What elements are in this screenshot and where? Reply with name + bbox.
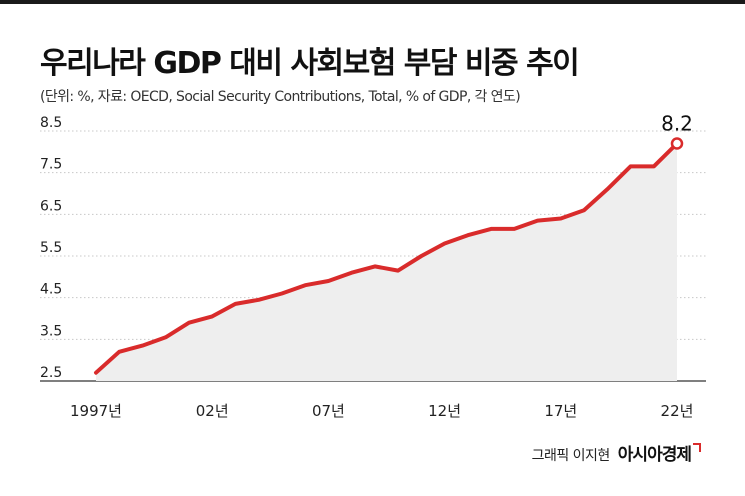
x-axis-ticks: 1997년 02년 07년 12년 17년 22년 <box>70 402 693 420</box>
brand-mark-icon <box>693 443 701 452</box>
graphic-author: 그래픽 이지현 <box>531 448 611 464</box>
area-fill <box>96 143 677 381</box>
y-tick-label: 3.5 <box>40 323 62 339</box>
y-tick-label: 4.5 <box>40 282 62 298</box>
x-tick-label: 07년 <box>312 402 345 420</box>
credit: 그래픽 이지현 아시아경제 <box>532 440 701 465</box>
x-tick-label: 12년 <box>428 402 461 420</box>
brand-logo: 아시아경제 <box>617 445 692 465</box>
y-tick-label: 2.5 <box>40 365 62 381</box>
x-tick-label: 1997년 <box>70 402 122 420</box>
x-tick-label: 17년 <box>544 402 577 420</box>
y-tick-label: 5.5 <box>40 240 62 256</box>
y-tick-label: 8.5 <box>40 115 62 131</box>
top-rule <box>0 0 745 4</box>
x-tick-label: 22년 <box>661 402 694 420</box>
x-tick-label: 02년 <box>196 402 229 420</box>
y-axis-ticks: 2.5 3.5 4.5 5.5 6.5 7.5 8.5 <box>40 115 62 381</box>
chart-title: 우리나라 GDP 대비 사회보험 부담 비중 추이 <box>40 46 580 81</box>
y-tick-label: 6.5 <box>40 198 62 214</box>
series-line <box>94 141 679 375</box>
chart-subtitle: (단위: %, 자료: OECD, Social Security Contri… <box>40 89 521 105</box>
endpoint-label: 8.2 <box>661 112 693 136</box>
y-tick-label: 7.5 <box>40 157 62 173</box>
endpoint-marker <box>670 137 684 150</box>
